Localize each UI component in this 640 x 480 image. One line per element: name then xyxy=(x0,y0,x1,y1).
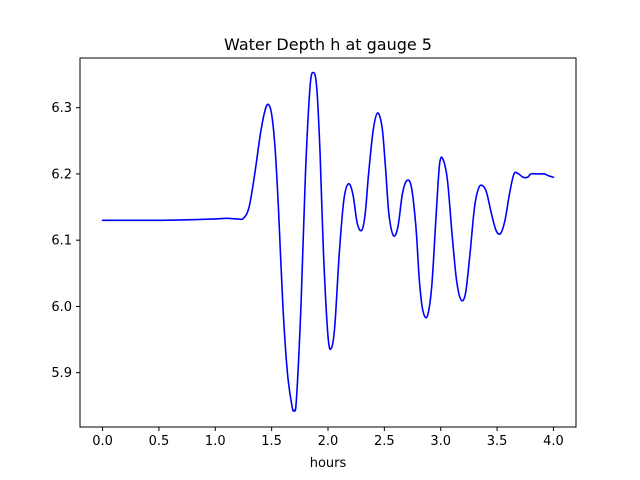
y-tick-label: 5.9 xyxy=(51,366,72,381)
series-line xyxy=(101,71,555,412)
y-tick-label: 6.2 xyxy=(51,167,72,182)
x-tick-label: 4.0 xyxy=(543,434,564,449)
x-tick-label: 3.5 xyxy=(487,434,508,449)
x-tick-label: 2.0 xyxy=(318,434,339,449)
x-tick-label: 2.5 xyxy=(374,434,395,449)
plot-area xyxy=(101,71,555,412)
chart-title: Water Depth h at gauge 5 xyxy=(224,35,432,54)
y-tick-label: 6.3 xyxy=(51,101,72,116)
x-axis-title: hours xyxy=(310,456,347,471)
x-axis: 0.0 0.5 1.0 1.5 2.0 2.5 3.0 3.5 4.0 xyxy=(92,427,564,449)
y-tick-label: 6.0 xyxy=(51,300,72,315)
y-tick-label: 6.1 xyxy=(51,234,72,249)
y-axis: 5.9 6.0 6.1 6.2 6.3 xyxy=(51,101,80,381)
x-tick-label: 0.5 xyxy=(149,434,170,449)
x-tick-label: 3.0 xyxy=(430,434,451,449)
x-tick-label: 0.0 xyxy=(92,434,113,449)
x-tick-label: 1.0 xyxy=(205,434,226,449)
x-tick-label: 1.5 xyxy=(261,434,282,449)
